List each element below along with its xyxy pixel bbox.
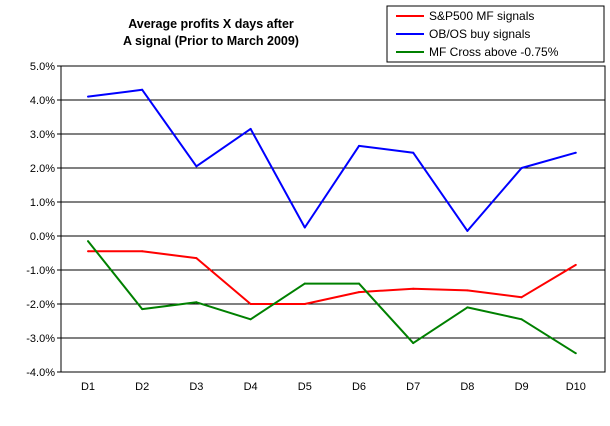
data-point — [574, 151, 577, 154]
x-tick-label: D10 — [566, 381, 586, 393]
data-point — [87, 250, 89, 253]
data-point — [249, 303, 252, 305]
x-tick-label: D6 — [352, 381, 366, 393]
data-point — [141, 250, 144, 253]
y-tick-label: -4.0% — [26, 367, 55, 379]
data-point — [466, 289, 469, 292]
x-tick-label: D1 — [81, 381, 95, 393]
x-tick-label: D9 — [515, 381, 529, 393]
data-point — [249, 318, 252, 321]
y-tick-label: -1.0% — [26, 265, 55, 277]
data-point — [195, 257, 198, 260]
y-tick-label: -2.0% — [26, 299, 55, 311]
data-point — [574, 352, 577, 355]
x-tick-label: D7 — [406, 381, 420, 393]
legend: S&P500 MF signals OB/OS buy signals MF Cro… — [386, 5, 605, 63]
series-lines — [87, 88, 577, 355]
data-point — [466, 229, 469, 232]
data-point — [195, 165, 198, 168]
data-point — [358, 291, 360, 294]
data-point — [412, 342, 415, 345]
x-tick-label: D2 — [135, 381, 149, 393]
x-tick-label: D3 — [189, 381, 203, 393]
series-line-3 — [87, 240, 577, 355]
y-tick-label: 5.0% — [30, 61, 55, 73]
data-point — [574, 263, 577, 266]
gridlines — [61, 99, 605, 339]
data-point — [412, 151, 415, 154]
legend-entry: S&P500 MF signals — [429, 9, 534, 23]
chart-title-line-2: A signal (Prior to March 2009) — [123, 34, 299, 48]
data-point — [141, 88, 144, 91]
chart-title: Average profits X days after A signal (P… — [123, 17, 299, 48]
y-tick-label: 2.0% — [30, 163, 55, 175]
data-point — [466, 306, 469, 309]
data-point — [412, 287, 415, 290]
y-tick-label: 0.0% — [30, 231, 55, 243]
x-tick-label: D4 — [244, 381, 258, 393]
x-tick-label: D8 — [460, 381, 474, 393]
data-point — [520, 167, 523, 169]
legend-entry: OB/OS buy signals — [429, 27, 530, 41]
legend-entry: MF Cross above -0.75% — [429, 45, 559, 59]
series-line-2 — [87, 88, 577, 232]
data-point — [303, 226, 306, 229]
y-tick-label: 4.0% — [30, 95, 55, 107]
data-point — [303, 282, 306, 285]
series-line-1 — [88, 250, 577, 305]
data-point — [87, 95, 89, 98]
data-point — [358, 144, 360, 147]
y-axis: 5.0% 4.0% 3.0% 2.0% 1.0% 0.0% -1.0% -2.0% -3.0% -… — [26, 61, 61, 379]
data-point — [195, 301, 198, 304]
y-tick-label: 3.0% — [30, 129, 55, 141]
data-point — [303, 303, 306, 305]
x-tick-label: D5 — [298, 381, 312, 393]
chart-title-line-1: Average profits X days after — [128, 17, 294, 31]
data-point — [87, 240, 89, 243]
data-point — [520, 318, 523, 321]
data-point — [249, 127, 252, 130]
plot-area-border — [60, 65, 606, 373]
y-tick-label: -3.0% — [26, 333, 55, 345]
data-point — [141, 308, 144, 311]
data-point — [520, 296, 523, 299]
y-tick-label: 1.0% — [30, 197, 55, 209]
x-axis: D1 D2 D3 D4 D5 D6 D7 D8 D9 D10 — [81, 381, 586, 393]
data-point — [358, 282, 360, 285]
